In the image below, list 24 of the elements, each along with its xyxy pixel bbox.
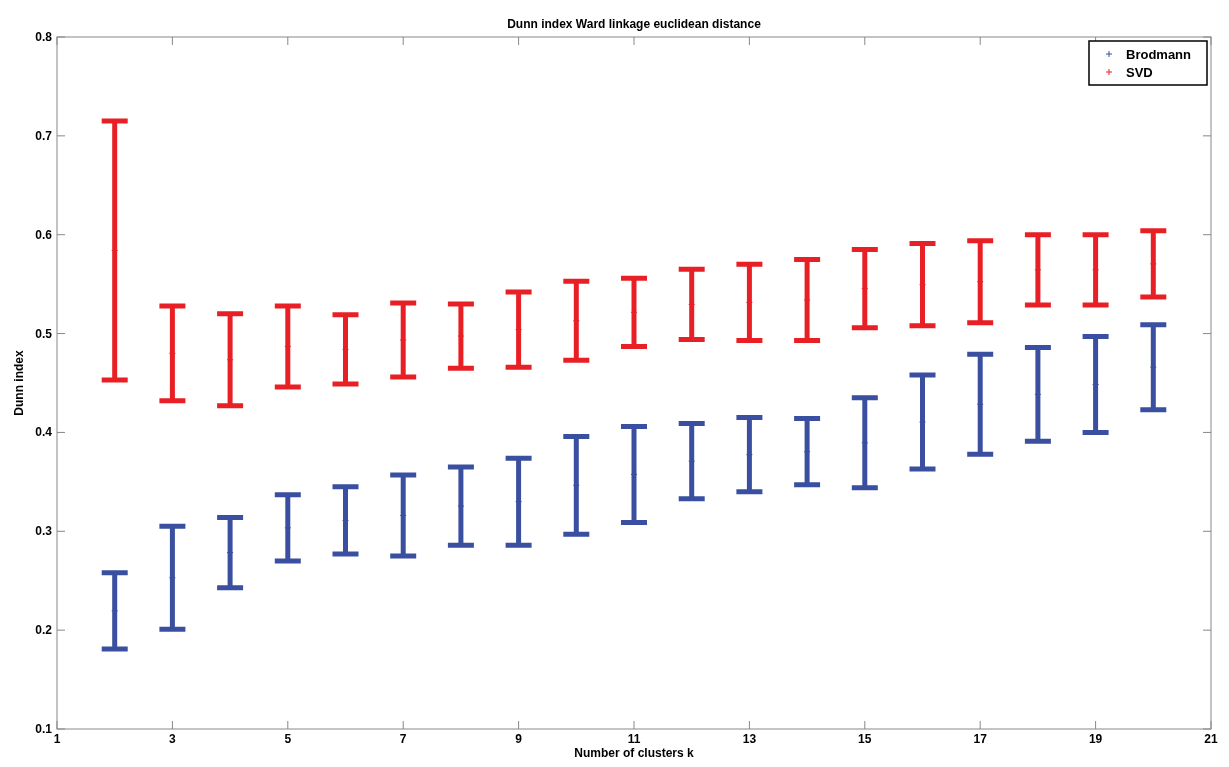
x-tick-label: 11 (627, 732, 641, 746)
y-tick-label: 0.3 (35, 524, 53, 539)
x-tick-label: 13 (742, 732, 757, 746)
x-tick-label: 17 (973, 732, 988, 746)
y-tick-label: 0.8 (35, 30, 53, 44)
x-tick-label: 19 (1088, 732, 1103, 746)
chart-title: Dunn index Ward linkage euclidean distance (507, 17, 762, 31)
x-tick-label: 5 (284, 732, 292, 746)
x-axis-title: Number of clusters k (574, 746, 695, 760)
x-tick-label: 21 (1204, 732, 1218, 746)
legend-label: SVD (1126, 65, 1153, 80)
y-tick-label: 0.5 (35, 326, 53, 341)
y-tick-label: 0.2 (35, 623, 53, 638)
y-tick-label: 0.4 (35, 425, 53, 440)
y-tick-label: 0.7 (35, 128, 53, 143)
x-tick-label: 1 (53, 732, 61, 746)
x-tick-label: 15 (858, 732, 872, 746)
y-axis-title: Dunn index (12, 350, 26, 416)
y-tick-label: 0.6 (35, 227, 53, 242)
legend-label: Brodmann (1126, 47, 1192, 62)
x-tick-label: 3 (169, 732, 177, 746)
x-tick-label: 7 (399, 732, 407, 746)
x-tick-label: 9 (515, 732, 523, 746)
y-tick-label: 0.1 (35, 722, 53, 736)
